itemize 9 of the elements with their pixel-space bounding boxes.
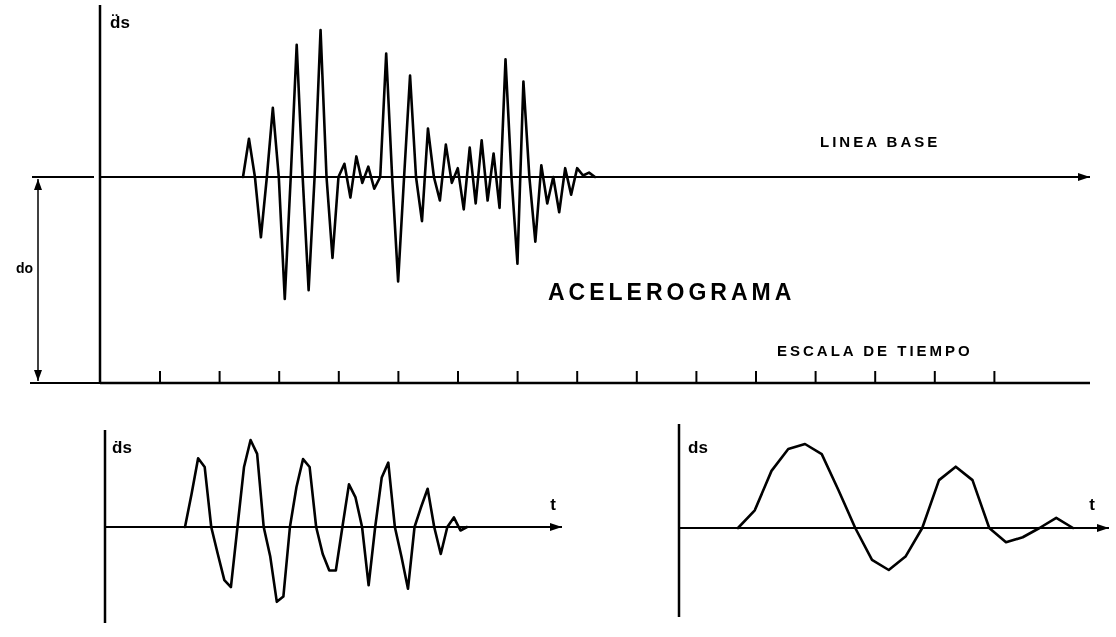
y-axis-title: ds [688,438,708,457]
text: ESCALA DE TIEMPO [777,342,973,359]
text: LINEA BASE [820,133,941,150]
y-axis-title: ḋs [112,438,132,457]
text: do [16,260,34,276]
x-axis-title: t [1089,495,1096,514]
x-axis-title: t [550,495,557,514]
y-axis-title: d̈s [110,13,130,32]
annotation: ACELEROGRAMA [548,279,796,305]
